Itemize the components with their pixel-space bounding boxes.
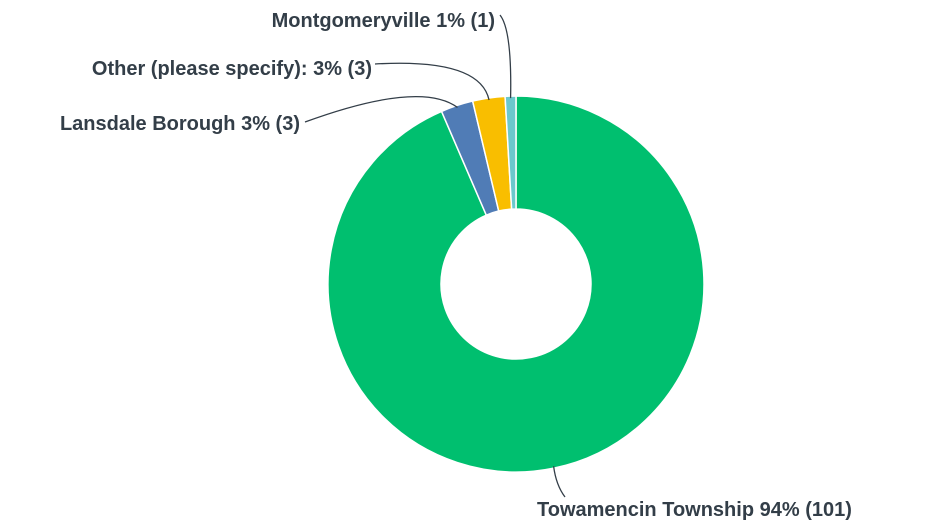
slice <box>327 95 705 473</box>
leader-line <box>374 62 490 101</box>
leader-line <box>552 466 566 498</box>
value-label: 1% (1) <box>436 10 495 32</box>
category-label: Lansdale Borough <box>60 113 236 135</box>
category-label: Other (please specify): <box>92 58 308 80</box>
leader-line <box>499 14 512 99</box>
leader-line <box>304 95 458 123</box>
value-label: 3% (3) <box>241 113 300 135</box>
category-label: Towamencin Township <box>537 499 754 521</box>
category-label: Montgomeryville <box>272 10 431 32</box>
value-label: 94% (101) <box>760 499 852 521</box>
slice-label: Towamencin Township 94% (101) <box>537 499 852 521</box>
slice-label: Other (please specify): 3% (3) <box>92 58 372 80</box>
slice <box>504 95 517 210</box>
value-label: 3% (3) <box>313 58 372 80</box>
slice-label: Lansdale Borough 3% (3) <box>60 113 300 135</box>
slice-label: Montgomeryville 1% (1) <box>272 10 495 32</box>
